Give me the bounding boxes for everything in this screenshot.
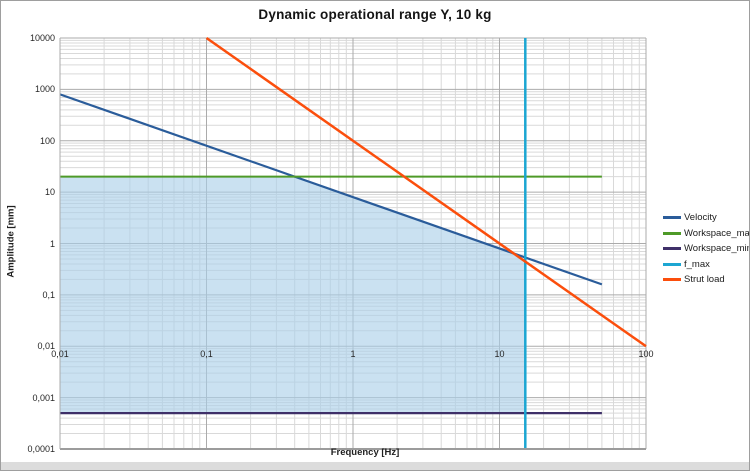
y-tick-label: 0,01 xyxy=(37,341,55,352)
operating-region-fill xyxy=(60,176,526,414)
legend-item-workspace-min: Workspace_min xyxy=(663,241,749,257)
x-tick-label: 10 xyxy=(494,349,505,360)
y-tick-label: 1000 xyxy=(34,84,55,95)
legend-item-f-max: f_max xyxy=(663,257,749,273)
y-tick-label: 1 xyxy=(49,238,55,249)
legend-swatch-icon xyxy=(663,278,681,282)
legend-item-workspace-max: Workspace_max xyxy=(663,226,749,242)
legend-item-velocity: Velocity xyxy=(663,210,749,226)
legend-swatch-icon xyxy=(663,247,681,251)
legend-label: Strut load xyxy=(684,274,725,286)
x-axis-title: Frequency [Hz] xyxy=(330,447,400,458)
legend-label: f_max xyxy=(684,258,710,270)
legend-label: Velocity xyxy=(684,212,717,224)
legend-swatch-icon xyxy=(663,216,681,220)
x-tick-label: 0,01 xyxy=(51,349,69,360)
legend-swatch-icon xyxy=(663,262,681,266)
x-tick-label: 0,1 xyxy=(200,349,213,360)
x-tick-label: 100 xyxy=(638,349,654,360)
legend-item-strut-load: Strut load xyxy=(663,272,749,288)
y-tick-label: 100 xyxy=(39,135,55,146)
chart-title: Dynamic operational range Y, 10 kg xyxy=(258,7,492,22)
y-tick-label: 10 xyxy=(44,187,55,198)
y-axis-title: Amplitude [mm] xyxy=(5,205,17,278)
x-tick-label: 1 xyxy=(350,349,356,360)
y-tick-label: 0,001 xyxy=(32,392,55,403)
legend: Velocity Workspace_max Workspace_min f_max S… xyxy=(663,210,749,288)
legend-label: Workspace_max xyxy=(684,227,750,239)
legend-label: Workspace_min xyxy=(684,243,750,255)
bottom-strip xyxy=(1,462,749,470)
y-tick-label: 10000 xyxy=(29,33,55,43)
y-tick-label: 0,0001 xyxy=(27,444,55,454)
series-line-strut-load xyxy=(205,36,647,348)
y-tick-label: 0,1 xyxy=(42,289,55,300)
legend-swatch-icon xyxy=(663,231,681,235)
